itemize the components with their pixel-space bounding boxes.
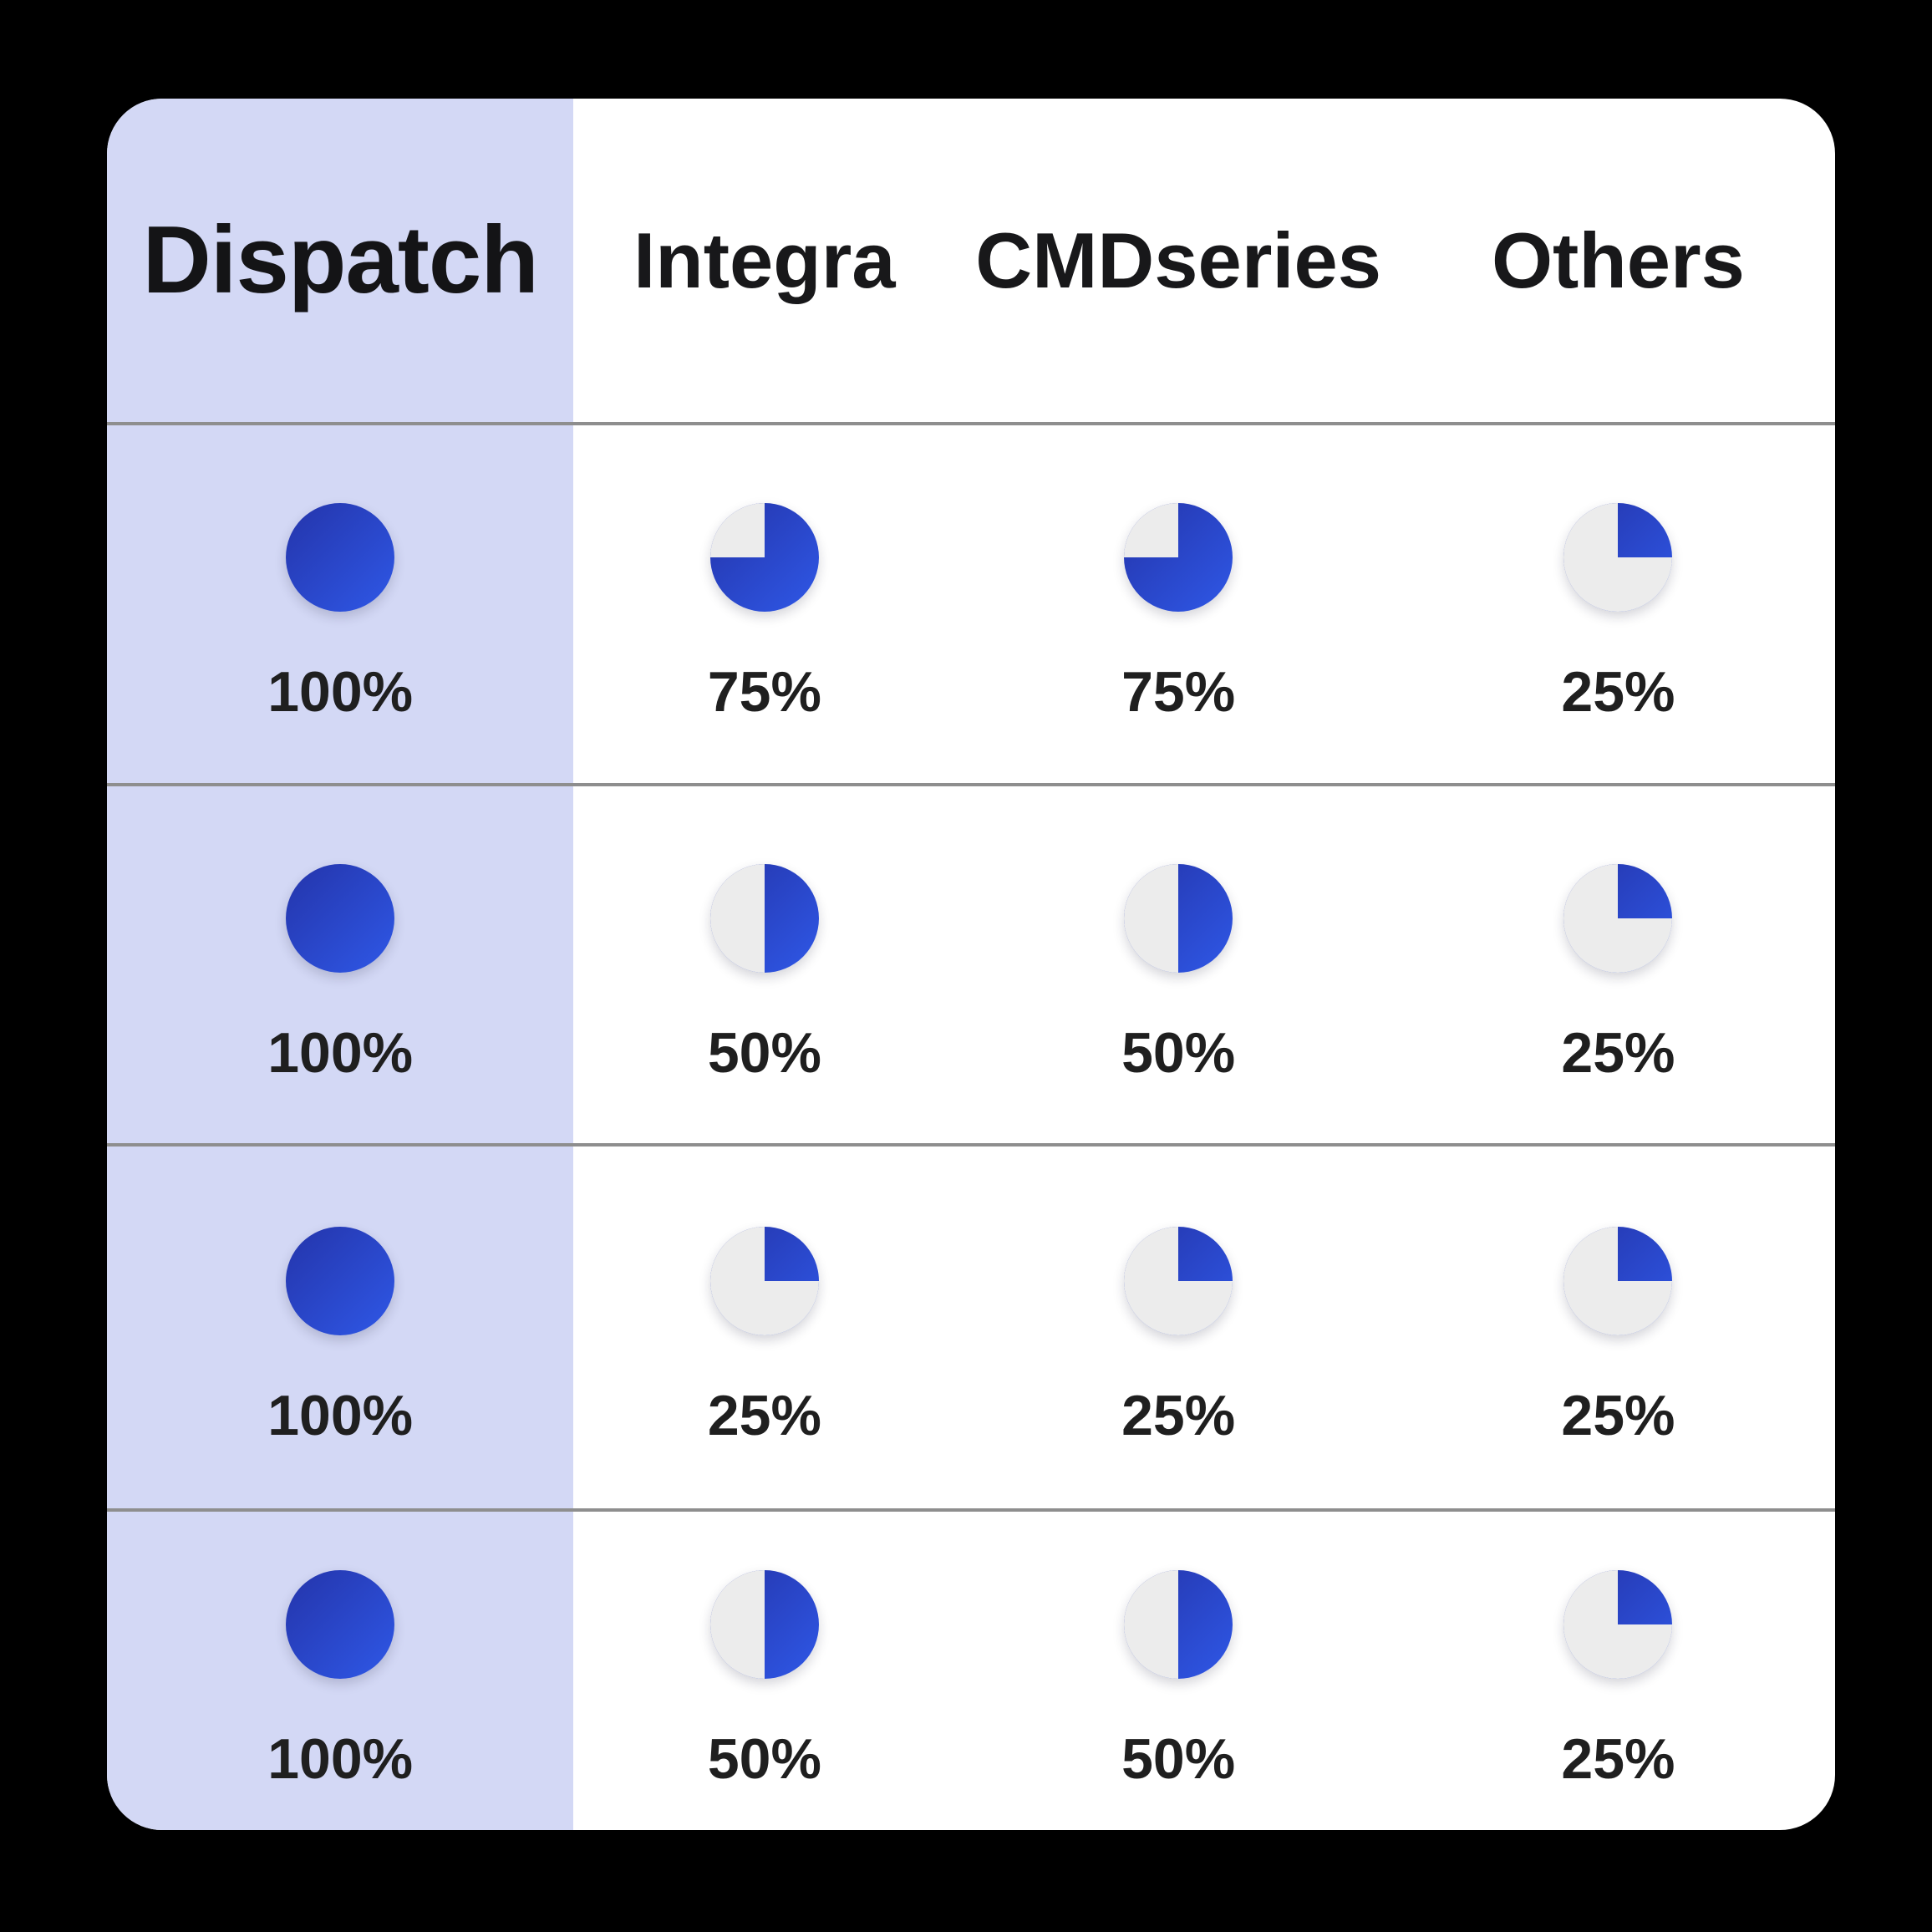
percent-label: 25%: [707, 1383, 821, 1447]
pie-chart: [1563, 1226, 1673, 1335]
percent-label: 25%: [1561, 660, 1675, 724]
comparison-card: Dispatch Integra CMDseries Others 100% 75…: [107, 99, 1835, 1830]
table-cell-cmdseries-row3: 25%: [955, 1143, 1401, 1508]
pie-chart: [1563, 1569, 1673, 1679]
percent-label: 100%: [267, 1383, 414, 1447]
pie-chart: [1124, 503, 1233, 612]
table-cell-cmdseries-row4: 50%: [955, 1508, 1401, 1830]
pie-chart: [1563, 863, 1673, 973]
column-header-cmdseries-label: CMDseries: [975, 216, 1382, 304]
pie-chart: [1124, 863, 1233, 973]
percent-label: 50%: [707, 1726, 821, 1791]
table-cell-integra-row1: 75%: [573, 422, 956, 783]
pie-chart: [1124, 1226, 1233, 1335]
table-cell-dispatch-row2: 100%: [107, 783, 574, 1143]
column-header-dispatch: Dispatch: [107, 99, 573, 422]
column-header-integra-label: Integra: [633, 216, 896, 304]
pie-chart: [709, 503, 819, 612]
pie-chart: [286, 863, 395, 973]
column-header-dispatch-label: Dispatch: [142, 207, 538, 313]
column-header-cmdseries: CMDseries: [955, 99, 1401, 422]
pie-chart: [709, 1226, 819, 1335]
percent-label: 100%: [267, 1726, 414, 1791]
column-header-integra: Integra: [573, 99, 955, 422]
pie-chart: [286, 1226, 395, 1335]
table-cell-dispatch-row3: 100%: [107, 1143, 574, 1508]
percent-label: 25%: [1121, 1383, 1236, 1447]
percent-label: 50%: [707, 1020, 821, 1085]
pie-chart: [709, 1569, 819, 1679]
comparison-table: Dispatch Integra CMDseries Others 100% 75…: [107, 99, 1835, 1830]
table-cell-others-row2: 25%: [1401, 783, 1835, 1143]
percent-label: 50%: [1121, 1020, 1236, 1085]
pie-chart: [286, 503, 395, 612]
column-header-others: Others: [1401, 99, 1835, 422]
percent-label: 100%: [267, 1020, 414, 1085]
percent-label: 25%: [1561, 1726, 1675, 1791]
table-cell-integra-row2: 50%: [573, 783, 956, 1143]
percent-label: 75%: [707, 660, 821, 724]
pie-chart: [1124, 1569, 1233, 1679]
percent-label: 75%: [1121, 660, 1236, 724]
table-cell-integra-row3: 25%: [573, 1143, 956, 1508]
table-cell-others-row3: 25%: [1401, 1143, 1835, 1508]
table-cell-dispatch-row1: 100%: [107, 422, 574, 783]
table-cell-others-row4: 25%: [1401, 1508, 1835, 1830]
percent-label: 25%: [1561, 1020, 1675, 1085]
pie-chart: [286, 1569, 395, 1679]
percent-label: 50%: [1121, 1726, 1236, 1791]
percent-label: 100%: [267, 660, 414, 724]
table-cell-cmdseries-row1: 75%: [955, 422, 1401, 783]
table-cell-others-row1: 25%: [1401, 422, 1835, 783]
column-header-others-label: Others: [1491, 216, 1745, 304]
table-cell-integra-row4: 50%: [573, 1508, 956, 1830]
pie-chart: [1563, 503, 1673, 612]
table-cell-cmdseries-row2: 50%: [955, 783, 1401, 1143]
pie-chart: [709, 863, 819, 973]
percent-label: 25%: [1561, 1383, 1675, 1447]
table-cell-dispatch-row4: 100%: [107, 1508, 574, 1830]
